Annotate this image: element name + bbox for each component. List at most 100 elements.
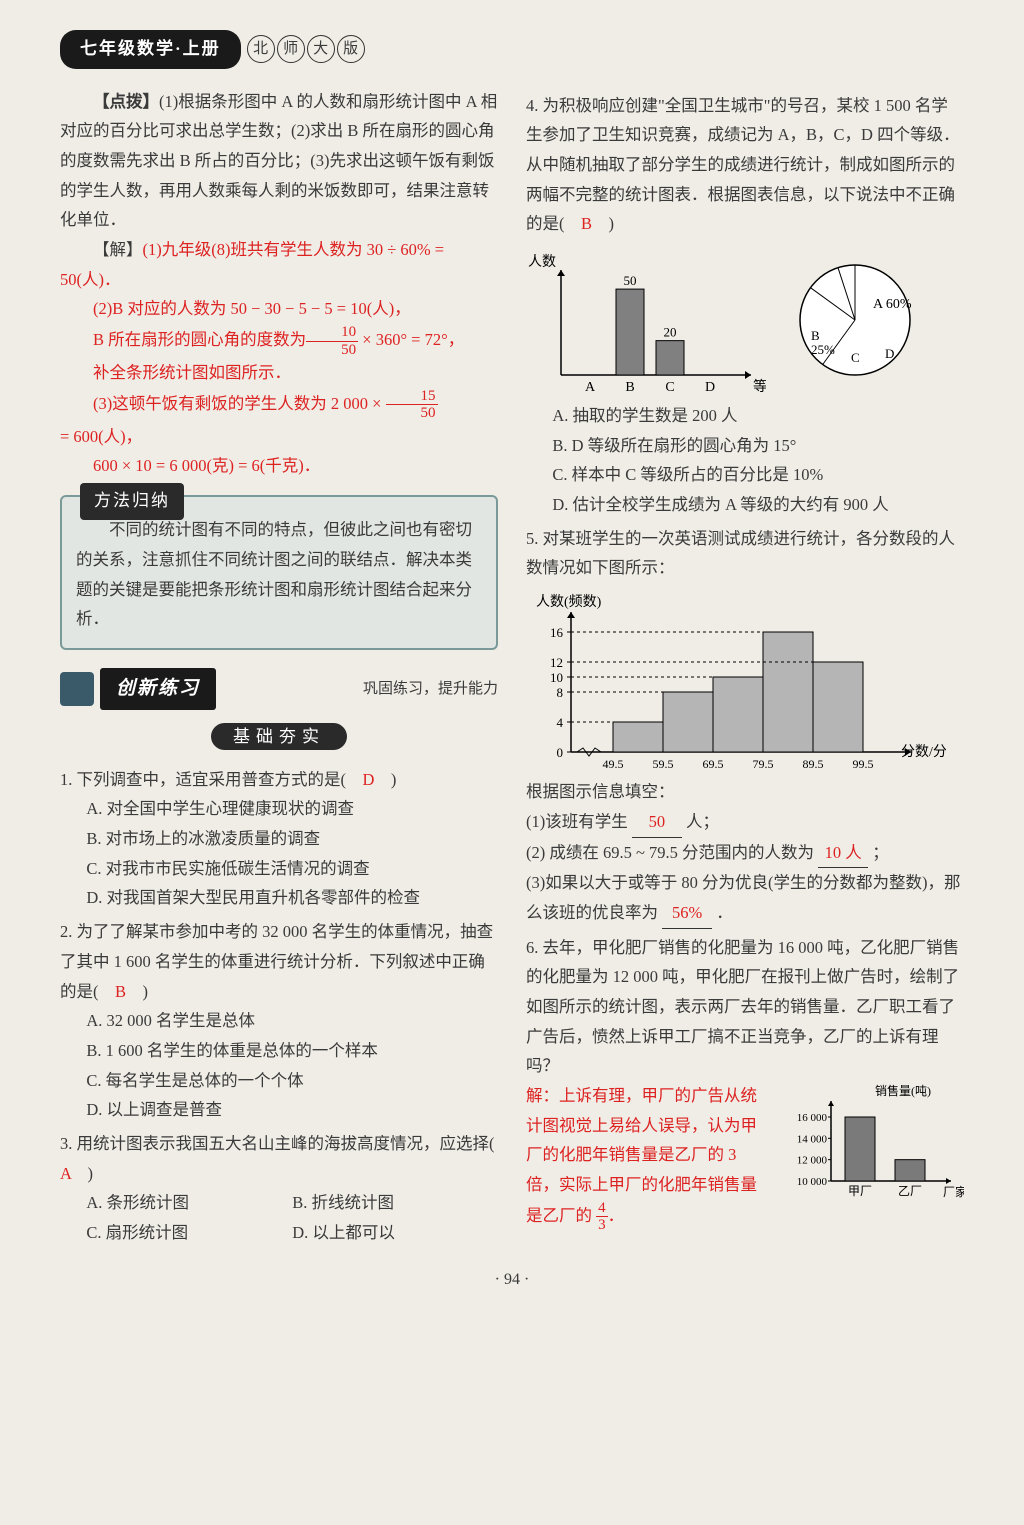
svg-text:等级: 等级 [753, 378, 766, 395]
svg-text:人数(频数): 人数(频数) [536, 594, 602, 610]
solution-line-1: 【解】(1)九年级(8)班共有学生人数为 30 ÷ 60% = 50(人)． [60, 235, 498, 294]
q5-3-answer: 56% [662, 898, 712, 929]
solution-line-3b: = 600(人)， [60, 422, 498, 452]
svg-text:16 000: 16 000 [797, 1112, 828, 1124]
question-6: 6. 去年，甲化肥厂销售的化肥量为 16 000 吨，乙化肥厂销售的化肥量为 1… [526, 933, 964, 1234]
tip-body: (1)根据条形图中 A 的人数和扇形统计图中 A 相对应的百分比可求出总学生数；… [60, 92, 497, 230]
solution-line-2a: (2)B 对应的人数为 50 − 30 − 5 − 5 = 10(人)， [60, 294, 498, 324]
svg-text:B: B [625, 380, 634, 395]
q5-2-answer: 10 人 [818, 838, 868, 869]
q4-bar-chart: 人数等级A50B20CD [526, 245, 766, 395]
q3-close: ) [71, 1164, 93, 1183]
circle-4: 版 [337, 35, 365, 63]
svg-text:销售量(吨): 销售量(吨) [875, 1083, 931, 1098]
q4-answer: B [581, 214, 592, 233]
edition-circles: 北 师 大 版 [247, 35, 365, 63]
q4-stem: 4. 为积极响应创建"全国卫生城市"的号召，某校 1 500 名学生参加了卫生知… [526, 96, 960, 234]
q1-opt-a: A. 对全国中学生心理健康现状的调查 [86, 794, 498, 824]
q4-close: ) [592, 214, 614, 233]
q3-answer: A [60, 1164, 71, 1183]
svg-text:14 000: 14 000 [797, 1133, 828, 1145]
svg-text:59.5: 59.5 [653, 757, 674, 771]
q2-close: ) [126, 982, 148, 1001]
practice-icon [60, 672, 94, 706]
svg-text:50: 50 [624, 273, 637, 288]
basic-pill: 基础夯实 [60, 722, 498, 753]
q1-close: ) [374, 770, 396, 789]
sol-3a-pre: (3)这顿午饭有剩饭的学生人数为 2 000 × [93, 394, 386, 413]
q2-opt-a: A. 32 000 名学生是总体 [86, 1006, 498, 1036]
solution-line-2c: 补全条形统计图如图所示． [60, 358, 498, 388]
question-4: 4. 为积极响应创建"全国卫生城市"的号召，某校 1 500 名学生参加了卫生知… [526, 91, 964, 239]
q4-opt-c: C. 样本中 C 等级所占的百分比是 10% [552, 460, 964, 490]
svg-text:89.5: 89.5 [803, 757, 824, 771]
q2-opt-b: B. 1 600 名学生的体重是总体的一个样本 [86, 1036, 498, 1066]
grade-pill: 七年级数学·上册 [60, 30, 241, 69]
svg-text:79.5: 79.5 [753, 757, 774, 771]
q4-opt-b: B. D 等级所在扇形的圆心角为 15° [552, 431, 964, 461]
q3-opt-c: C. 扇形统计图 [86, 1218, 292, 1248]
circle-2: 师 [277, 35, 305, 63]
q1-opt-b: B. 对市场上的冰激凌质量的调查 [86, 824, 498, 854]
svg-text:C: C [851, 350, 860, 365]
question-1: 1. 下列调查中，适宜采用普查方式的是( D ) A. 对全国中学生心理健康现状… [60, 765, 498, 913]
solution-line-3a: (3)这顿午饭有剩饭的学生人数为 2 000 × 1550 [60, 388, 498, 422]
sol-2b-pre: B 所在扇形的圆心角的度数为 [93, 330, 306, 349]
page-number: · 94 · [60, 1266, 964, 1295]
svg-text:25%: 25% [811, 342, 835, 357]
solution-line-2b: B 所在扇形的圆心角的度数为1050 × 360° = 72°， [60, 324, 498, 358]
svg-text:20: 20 [664, 325, 677, 340]
svg-text:A 60%: A 60% [873, 297, 912, 312]
q6-bar-chart: 销售量(吨)厂家10 00012 00014 00016 000甲厂乙厂 [779, 1081, 964, 1201]
q5-1a: (1)该班有学生 [526, 812, 628, 831]
q3-opt-d: D. 以上都可以 [292, 1218, 498, 1248]
svg-text:4: 4 [557, 715, 564, 730]
svg-text:A: A [585, 380, 596, 395]
svg-text:12: 12 [550, 655, 563, 670]
fraction-15-50: 1550 [386, 388, 438, 422]
question-3: 3. 用统计图表示我国五大名山主峰的海拔高度情况，应选择( A ) A. 条形统… [60, 1129, 498, 1248]
svg-text:99.5: 99.5 [853, 757, 874, 771]
fraction-10-50: 1050 [306, 324, 358, 358]
q5-1b: 人； [686, 812, 719, 831]
q2-opt-c: C. 每名学生是总体的一个个体 [86, 1066, 498, 1096]
svg-text:8: 8 [557, 685, 564, 700]
svg-text:厂家: 厂家 [943, 1184, 964, 1199]
sol-2b-post: × 360° = 72°， [358, 330, 464, 349]
q1-stem: 1. 下列调查中，适宜采用普查方式的是( [60, 770, 363, 789]
page-header: 七年级数学·上册 北 师 大 版 [60, 30, 964, 69]
circle-3: 大 [307, 35, 335, 63]
question-2: 2. 为了了解某市参加中考的 32 000 名学生的体重情况，抽查了其中 1 6… [60, 917, 498, 1125]
q4-charts: 人数等级A50B20CD A 60%B25%CD [526, 245, 964, 395]
svg-text:10 000: 10 000 [797, 1176, 828, 1188]
q4-opt-a: A. 抽取的学生数是 200 人 [552, 401, 964, 431]
svg-text:甲厂: 甲厂 [848, 1184, 872, 1198]
left-column: 【点拨】(1)根据条形图中 A 的人数和扇形统计图中 A 相对应的百分比可求出总… [60, 87, 498, 1252]
question-5: 5. 对某班学生的一次英语测试成绩进行统计，各分数段的人数情况如下图所示： [526, 524, 964, 583]
q5-histogram: 人数(频数)分数/分04810121649.559.569.579.589.59… [526, 587, 946, 777]
q6-sol-b: ． [608, 1206, 625, 1225]
svg-text:人数: 人数 [528, 254, 556, 270]
tip-paragraph: 【点拨】(1)根据条形图中 A 的人数和扇形统计图中 A 相对应的百分比可求出总… [60, 87, 498, 235]
q5-sub1: (1)该班有学生 50 人； [526, 807, 964, 838]
q5-prompt: 根据图示信息填空： [526, 777, 964, 807]
tip-label: 【点拨】 [93, 92, 159, 111]
q1-opt-d: D. 对我国首架大型民用直升机各零部件的检查 [86, 883, 498, 913]
practice-subtitle: 巩固练习，提升能力 [363, 676, 498, 703]
method-title: 方法归纳 [80, 483, 184, 520]
svg-text:C: C [665, 380, 674, 395]
solution-line-3c: 600 × 10 = 6 000(克) = 6(千克)． [60, 451, 498, 481]
svg-text:16: 16 [550, 625, 564, 640]
practice-header: 创新练习 巩固练习，提升能力 [60, 668, 498, 710]
q5-2a: (2) 成绩在 69.5 ~ 79.5 分范围内的人数为 [526, 843, 814, 862]
sol-label: 【解】 [93, 240, 143, 259]
method-summary-box: 方法归纳 不同的统计图有不同的特点，但彼此之间也有密切的关系，注意抓住不同统计图… [60, 495, 498, 650]
q1-answer: D [363, 770, 375, 789]
q4-options: A. 抽取的学生数是 200 人 B. D 等级所在扇形的圆心角为 15° C.… [526, 401, 964, 520]
svg-text:D: D [885, 346, 894, 361]
q5-2b: ； [872, 843, 889, 862]
q5-1-answer: 50 [632, 807, 682, 838]
q3-opt-a: A. 条形统计图 [86, 1188, 292, 1218]
svg-text:B: B [811, 328, 820, 343]
q3-opt-b: B. 折线统计图 [292, 1188, 498, 1218]
